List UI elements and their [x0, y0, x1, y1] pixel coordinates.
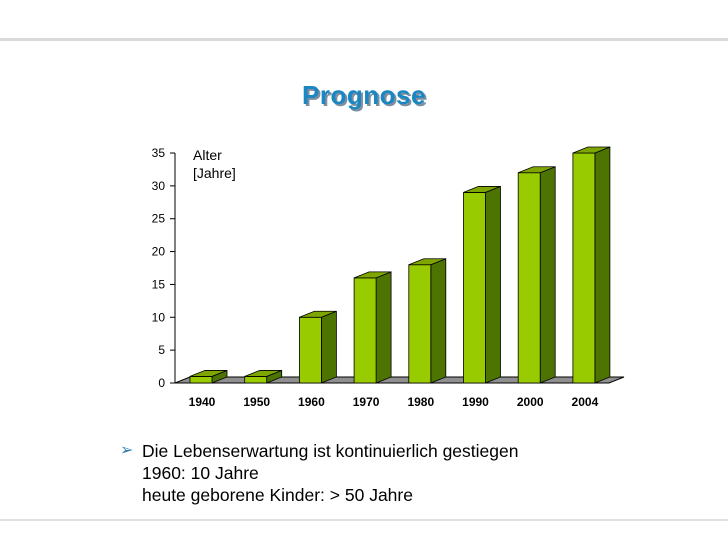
bottom-divider — [0, 519, 728, 521]
y-tick-label: 25 — [152, 212, 166, 226]
bar-side — [375, 271, 392, 384]
bar — [517, 172, 541, 384]
bar-top — [353, 271, 392, 279]
y-tick-label: 15 — [152, 277, 166, 291]
y-tick-label: 20 — [152, 245, 166, 259]
chart-floor — [174, 376, 625, 384]
bar-top — [518, 166, 556, 174]
bar — [408, 264, 432, 384]
bar — [572, 152, 596, 384]
x-tick-label: 1980 — [407, 395, 434, 409]
bar-top — [299, 310, 337, 318]
bar-top — [244, 370, 282, 377]
slide-title: Prognose — [302, 80, 426, 110]
y-tick-label: 30 — [152, 179, 166, 193]
bullet-block: ➢ Die Lebenserwartung ist kontinuierlich… — [120, 440, 682, 506]
y-axis-label: [Jahre] — [193, 165, 236, 181]
bar — [353, 277, 377, 384]
x-tick-label: 1970 — [353, 395, 380, 409]
bullet-line: 1960: 10 Jahre — [142, 463, 259, 483]
bar-side — [539, 166, 556, 384]
bullet-lines: Die Lebenserwartung ist kontinuierlich g… — [122, 440, 682, 506]
bar-top — [572, 146, 611, 154]
x-tick-label: 2000 — [517, 395, 544, 409]
bar-side — [430, 258, 447, 384]
bar-top — [189, 370, 228, 377]
top-divider — [0, 38, 728, 41]
bar-top — [408, 258, 446, 266]
bar — [463, 192, 486, 384]
bullet-line: heute geborene Kinder: > 50 Jahre — [142, 485, 413, 505]
bar-side — [320, 310, 337, 384]
bullet-line: Die Lebenserwartung ist kontinuierlich g… — [142, 441, 519, 461]
bar-top — [463, 186, 501, 193]
x-tick-label: 1950 — [243, 395, 270, 409]
y-tick-label: 5 — [158, 343, 165, 357]
x-tick-label: 1990 — [462, 395, 489, 409]
bar — [298, 316, 322, 384]
y-tick-label: 10 — [152, 310, 166, 324]
bar — [189, 376, 213, 384]
x-tick-label: 1940 — [189, 395, 216, 409]
x-tick-label: 2004 — [572, 395, 599, 409]
x-tick-label: 1960 — [298, 395, 325, 409]
bar-chart: 0 5 10 15 20 25 30 35 Alter [Jahre] 1940 1950 1960 19… — [152, 146, 625, 409]
arrow-bullet-icon: ➢ — [120, 442, 134, 459]
bar-side — [594, 146, 611, 384]
y-tick-label: 35 — [152, 146, 166, 160]
y-tick-label: 0 — [158, 376, 165, 390]
bar — [244, 376, 268, 384]
y-axis-label: Alter — [193, 147, 222, 163]
bar-side — [485, 185, 501, 384]
